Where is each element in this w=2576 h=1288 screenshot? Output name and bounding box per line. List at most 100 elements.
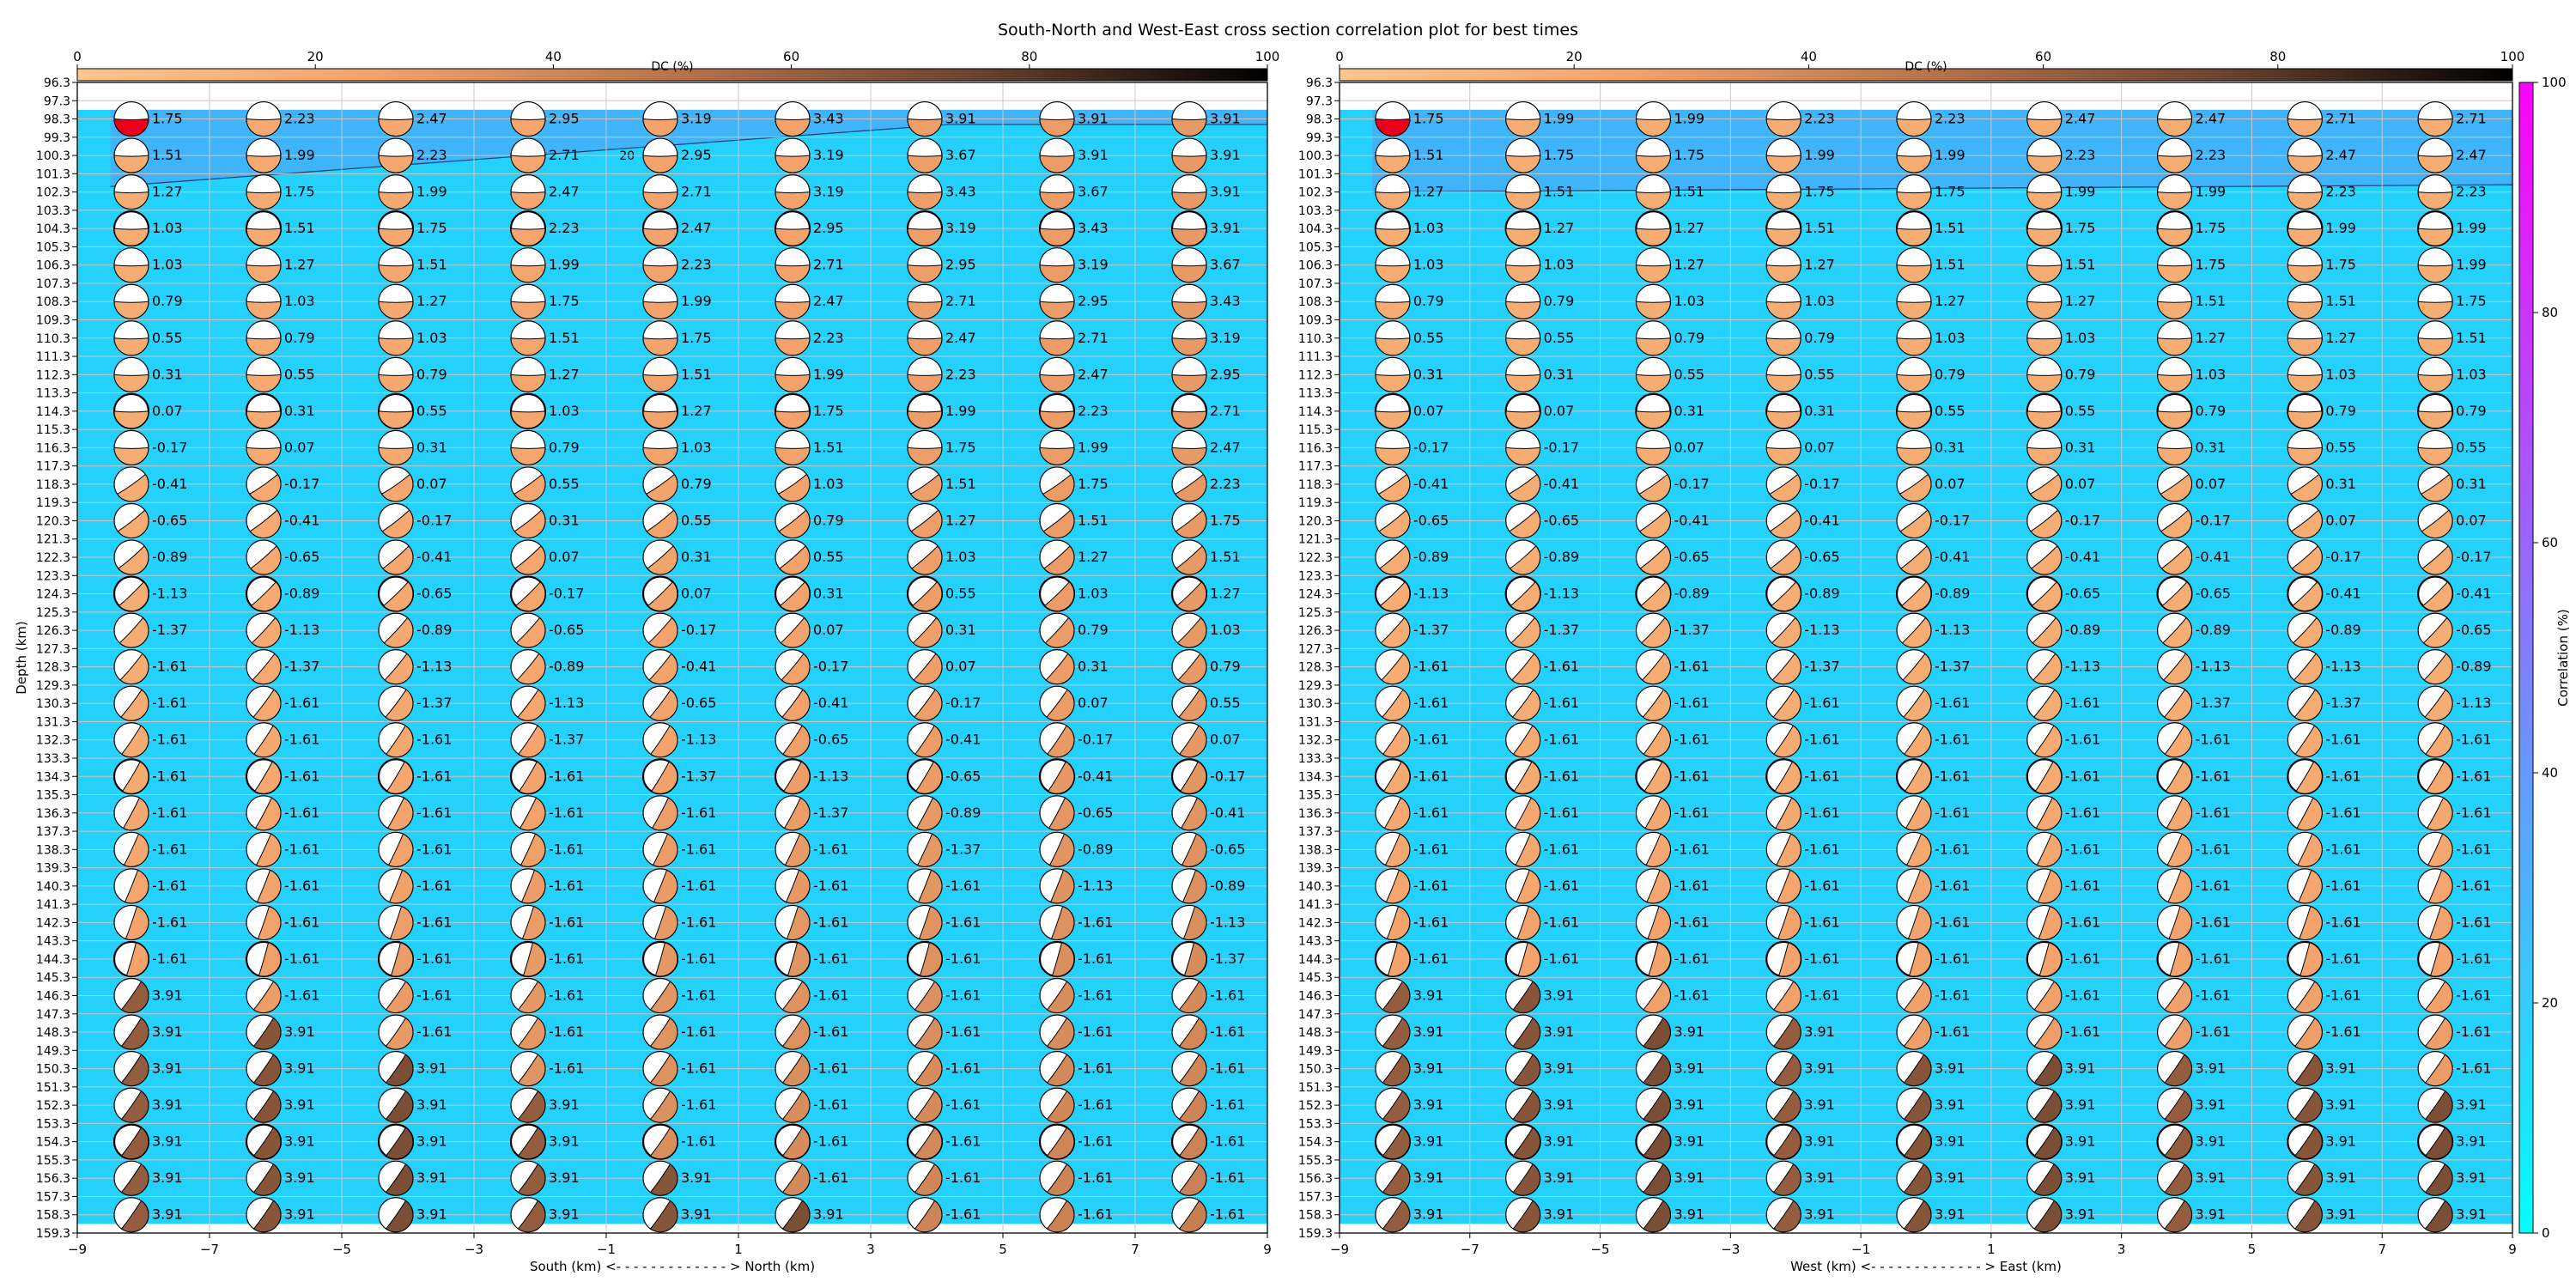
beachball-label: -1.61 <box>681 841 716 857</box>
beachball-label: 3.19 <box>1210 330 1241 346</box>
beachball-label: -1.13 <box>2196 659 2231 675</box>
beachball <box>642 722 678 758</box>
beachball <box>1505 283 1541 319</box>
beachball <box>2156 722 2193 758</box>
beachball <box>2417 612 2453 648</box>
beachball-label: -1.61 <box>1210 1206 1245 1223</box>
beachball <box>509 758 547 795</box>
beachball <box>1635 1087 1672 1123</box>
beachball-label: -0.65 <box>813 732 848 748</box>
beachball-label: -1.61 <box>2196 805 2231 821</box>
beachball <box>775 1014 811 1050</box>
beachball <box>1505 831 1541 867</box>
beachball <box>2417 1123 2454 1160</box>
y-tick-label: 120.3 <box>1298 514 1333 528</box>
beachball <box>2287 575 2324 612</box>
figure-title: South-North and West-East cross section … <box>998 21 1578 39</box>
beachball-label: -1.61 <box>1804 805 1839 821</box>
beachball <box>641 1123 679 1160</box>
beachball-label: -0.17 <box>2325 549 2360 565</box>
beachball <box>113 795 149 831</box>
beachball-label: -0.41 <box>945 732 981 748</box>
beachball-label: 3.91 <box>152 1097 183 1113</box>
beachball-label: -0.89 <box>1674 586 1709 602</box>
beachball <box>1765 100 1801 137</box>
beachball <box>775 649 811 685</box>
beachball-label: -1.37 <box>1935 659 1970 675</box>
beachball <box>1171 1160 1207 1196</box>
beachball <box>2156 466 2193 502</box>
beachball <box>1505 1087 1541 1123</box>
beachball <box>1505 539 1541 575</box>
beachball-label: -1.61 <box>2456 732 2491 748</box>
beachball-label: -1.13 <box>152 586 187 602</box>
y-tick-label: 116.3 <box>1298 441 1333 455</box>
beachball <box>1171 795 1207 831</box>
beachball-label: 2.95 <box>1078 293 1109 309</box>
beachball <box>246 795 282 831</box>
beachball-label: -1.61 <box>1210 1133 1245 1150</box>
beachball-label: 1.51 <box>945 476 976 492</box>
beachball <box>112 758 150 795</box>
y-tick-label: 112.3 <box>36 368 70 382</box>
y-tick-label: 108.3 <box>36 295 70 309</box>
beachball-label: -1.61 <box>1544 951 1579 967</box>
beachball-label: 1.51 <box>284 220 315 236</box>
beachball-label: 3.91 <box>152 1024 183 1040</box>
beachball-label: 1.51 <box>416 257 447 273</box>
beachball-label: -1.61 <box>945 987 981 1003</box>
beachball-label: -1.13 <box>284 622 319 638</box>
y-tick-label: 105.3 <box>1298 240 1333 254</box>
beachball-label: -1.13 <box>2456 695 2491 711</box>
beachball <box>907 904 943 941</box>
beachball <box>2287 1197 2323 1233</box>
beachball-label: 0.07 <box>1078 695 1109 711</box>
beachball <box>907 429 943 465</box>
beachball-label: -0.89 <box>2325 622 2360 638</box>
beachball-label: 1.75 <box>1210 512 1241 528</box>
beachball-label: -0.65 <box>1804 549 1839 565</box>
dc-colorbar-tick-label: 40 <box>545 49 562 64</box>
beachball <box>2156 174 2193 210</box>
beachball <box>2026 575 2063 612</box>
beachball <box>1895 1123 1933 1160</box>
beachball-label: 0.07 <box>2325 512 2356 528</box>
beachball <box>906 210 944 247</box>
beachball-label: -1.37 <box>1804 659 1839 675</box>
beachball-label: -1.61 <box>2196 768 2231 784</box>
y-tick-label: 100.3 <box>36 149 70 163</box>
beachball-label: 1.75 <box>945 439 976 455</box>
beachball <box>509 392 547 429</box>
y-tick-label: 106.3 <box>36 259 70 273</box>
beachball <box>2156 502 2193 539</box>
beachball <box>1375 502 1411 539</box>
y-tick-label: 134.3 <box>1298 770 1333 784</box>
beachball-label: -0.41 <box>284 512 319 528</box>
beachball <box>1375 100 1411 137</box>
beachball-label: 3.91 <box>152 1133 183 1150</box>
beachball-label: -1.61 <box>2456 1060 2491 1077</box>
beachball <box>1635 649 1672 685</box>
beachball-label: 1.03 <box>813 476 844 492</box>
beachball <box>2026 1014 2063 1050</box>
correlation-colorbar-tick-label: 40 <box>2542 765 2558 781</box>
beachball-label: -1.61 <box>152 878 187 894</box>
beachball <box>510 904 546 941</box>
beachball <box>1038 940 1076 978</box>
beachball <box>2417 575 2454 612</box>
beachball <box>1765 1050 1801 1087</box>
beachball-label: -1.13 <box>1804 622 1839 638</box>
beachball-label: -0.89 <box>1935 586 1970 602</box>
beachball <box>906 392 944 429</box>
beachball <box>1375 466 1411 502</box>
beachball <box>1505 977 1541 1014</box>
beachball-label: 2.47 <box>681 220 712 236</box>
beachball <box>246 320 282 356</box>
beachball <box>1374 392 1411 429</box>
beachball <box>1171 539 1207 575</box>
beachball-label: 3.91 <box>1210 184 1241 200</box>
beachball <box>1171 649 1207 685</box>
y-tick-label: 121.3 <box>36 533 70 547</box>
beachball-label: -1.61 <box>1674 987 1709 1003</box>
beachball-label: -0.89 <box>2456 659 2491 675</box>
